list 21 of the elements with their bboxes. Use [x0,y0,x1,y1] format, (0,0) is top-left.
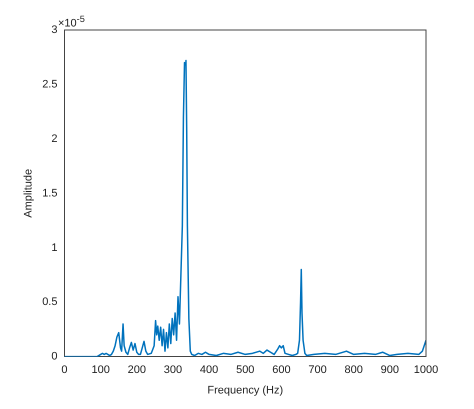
x-tick-label: 1000 [414,364,438,376]
x-tick-label: 300 [164,364,182,376]
x-tick-label: 400 [200,364,218,376]
annotation: ×10$^{-5}$ [58,14,85,30]
y-tick-label: 3 [51,24,58,36]
x-axis-title: Frequency (Hz) [207,384,284,396]
y-tick-label: 1 [51,242,58,254]
y-tick-label: 0.5 [42,296,58,308]
x-tick-label: 500 [236,364,254,376]
x-tick-label: 700 [308,364,327,376]
y-tick-label: 0 [51,350,58,363]
x-tick-label: 800 [344,364,363,376]
x-tick-label: 600 [272,364,291,376]
x-tick-label: 900 [380,364,400,376]
y-tick-label: 1.5 [42,187,58,200]
x-tick-label: 100 [91,364,110,376]
x-tick-label: 0 [61,364,68,376]
y-tick-label: 2 [51,132,58,145]
x-tick-label: 200 [128,364,146,376]
y-tick-label: 2.5 [42,78,58,90]
y-axis-title: Amplitude [22,168,35,218]
